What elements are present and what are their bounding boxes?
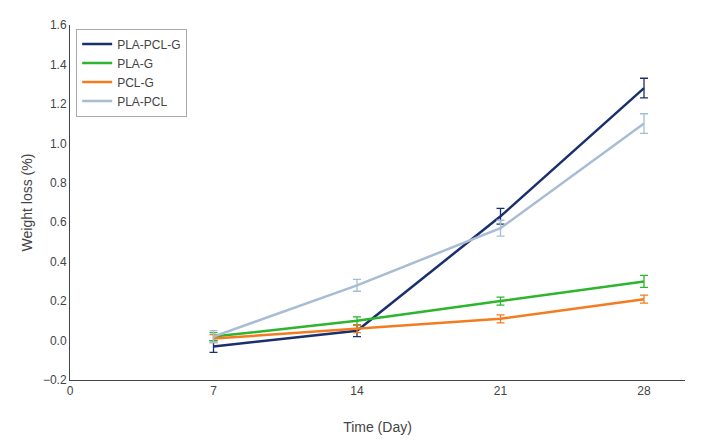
svg-text:1.4: 1.4 [50, 58, 67, 72]
svg-text:PLA-PCL: PLA-PCL [117, 95, 167, 109]
svg-text:PCL-G: PCL-G [117, 76, 154, 90]
svg-text:7: 7 [210, 384, 217, 398]
svg-text:0.6: 0.6 [50, 215, 67, 229]
svg-text:28: 28 [637, 384, 651, 398]
svg-text:0.2: 0.2 [50, 294, 67, 308]
svg-text:0.4: 0.4 [50, 255, 67, 269]
svg-text:0.8: 0.8 [50, 176, 67, 190]
svg-text:21: 21 [494, 384, 508, 398]
svg-text:PLA-G: PLA-G [117, 57, 153, 71]
svg-text:PLA-PCL-G: PLA-PCL-G [117, 38, 180, 52]
svg-text:1.2: 1.2 [50, 97, 67, 111]
svg-text:Weight loss (%): Weight loss (%) [19, 154, 35, 252]
svg-text:Time (Day): Time (Day) [343, 419, 412, 435]
svg-text:1.0: 1.0 [50, 137, 67, 151]
svg-text:14: 14 [350, 384, 364, 398]
svg-text:−0.2: −0.2 [43, 373, 67, 387]
svg-text:0: 0 [67, 384, 74, 398]
svg-text:0.0: 0.0 [50, 334, 67, 348]
svg-text:1.6: 1.6 [50, 18, 67, 32]
